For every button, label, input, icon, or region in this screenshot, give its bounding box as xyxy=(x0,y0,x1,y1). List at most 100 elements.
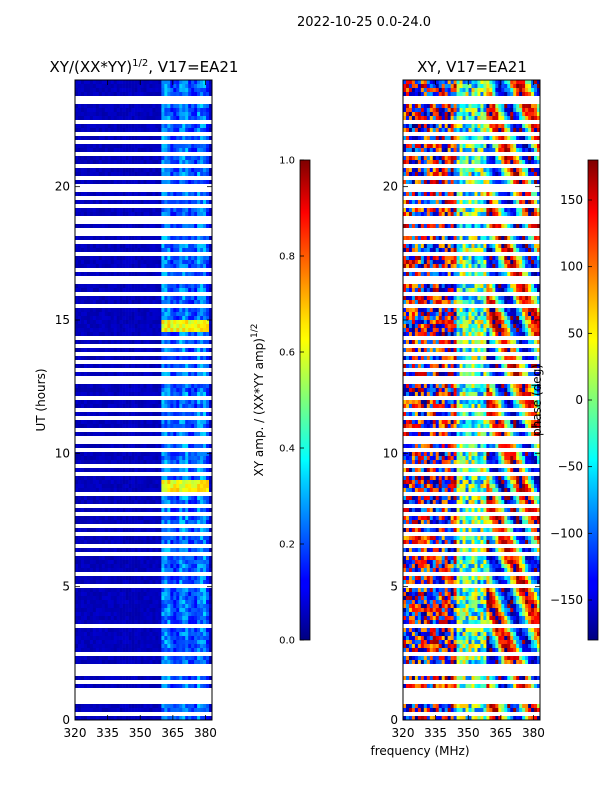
amplitude-cell xyxy=(197,232,201,237)
amplitude-cell xyxy=(176,256,180,261)
amplitude-cell xyxy=(167,208,171,213)
amplitude-cell xyxy=(128,208,132,213)
amplitude-cell xyxy=(167,428,171,433)
amplitude-cell xyxy=(197,500,201,505)
amplitude-cell xyxy=(83,192,88,197)
amplitude-cell xyxy=(119,152,123,157)
amplitude-cell xyxy=(191,496,195,501)
amplitude-cell xyxy=(125,140,129,145)
amplitude-cell xyxy=(134,200,138,205)
amplitude-cell xyxy=(188,288,192,293)
amplitude-cell xyxy=(137,80,141,85)
amplitude-cell xyxy=(182,372,186,377)
amplitude-cell xyxy=(86,372,91,377)
amplitude-cell xyxy=(143,316,147,321)
amplitude-cell xyxy=(125,80,129,85)
amplitude-cell xyxy=(197,136,201,141)
amplitude-cell xyxy=(182,140,186,145)
amplitude-cell xyxy=(203,316,207,321)
amplitude-cell xyxy=(194,176,198,181)
amplitude-cell xyxy=(134,216,138,221)
amplitude-cell xyxy=(206,240,210,245)
amplitude-cell xyxy=(191,380,195,385)
amplitude-cell xyxy=(203,156,207,161)
amplitude-cell xyxy=(116,420,120,425)
amplitude-cell xyxy=(170,488,174,493)
amplitude-cell xyxy=(80,88,85,93)
amplitude-cell xyxy=(185,392,189,397)
amplitude-cell xyxy=(122,376,126,381)
amplitude-cell xyxy=(92,412,97,417)
amplitude-cell xyxy=(200,188,204,193)
amplitude-cell xyxy=(185,500,189,505)
amplitude-cell xyxy=(131,300,135,305)
amplitude-cell xyxy=(95,328,100,333)
amplitude-cell xyxy=(167,412,171,417)
amplitude-cell xyxy=(200,96,204,101)
amplitude-cell xyxy=(179,464,183,469)
amplitude-cell xyxy=(200,484,204,489)
amplitude-cell xyxy=(155,376,159,381)
amplitude-cell xyxy=(101,396,106,401)
amplitude-cell xyxy=(209,304,212,309)
amplitude-cell xyxy=(200,376,204,381)
amplitude-cell xyxy=(179,196,183,201)
amplitude-cell xyxy=(179,276,183,281)
amplitude-cell xyxy=(173,276,177,281)
amplitude-cell xyxy=(143,324,147,329)
amplitude-cell xyxy=(197,400,201,405)
amplitude-cell xyxy=(140,424,144,429)
amplitude-cell xyxy=(80,200,85,205)
amplitude-cell xyxy=(119,368,123,373)
amplitude-cell xyxy=(146,200,150,205)
amplitude-cell xyxy=(167,336,171,341)
amplitude-cell xyxy=(122,424,126,429)
amplitude-cell xyxy=(167,248,171,253)
amplitude-cell xyxy=(206,304,210,309)
amplitude-cell xyxy=(119,324,123,329)
amplitude-cell xyxy=(128,156,132,161)
amplitude-cell xyxy=(83,84,88,89)
amplitude-cell xyxy=(176,144,180,149)
amplitude-cell xyxy=(80,172,85,177)
amplitude-cell xyxy=(188,372,192,377)
amplitude-cell xyxy=(140,112,144,117)
amplitude-cell xyxy=(122,208,126,213)
amplitude-cell xyxy=(89,472,94,477)
amplitude-cell xyxy=(104,488,109,493)
amplitude-cell xyxy=(95,400,100,405)
amplitude-cell xyxy=(89,168,94,173)
amplitude-cell xyxy=(206,480,210,485)
amplitude-cell xyxy=(155,492,159,497)
amplitude-cell xyxy=(134,512,138,517)
amplitude-cell xyxy=(143,368,147,373)
amplitude-cell xyxy=(92,504,97,509)
amplitude-cell xyxy=(149,92,153,97)
amplitude-cell xyxy=(155,480,159,485)
amplitude-cell xyxy=(170,360,174,365)
amplitude-cell xyxy=(98,252,103,257)
amplitude-cell xyxy=(77,316,82,321)
amplitude-cell xyxy=(116,460,120,465)
amplitude-cell xyxy=(122,476,126,481)
amplitude-cell xyxy=(119,456,123,461)
amplitude-cell xyxy=(188,136,192,141)
amplitude-cell xyxy=(83,408,88,413)
amplitude-cell xyxy=(206,180,210,185)
amplitude-cell xyxy=(77,432,82,437)
amplitude-cell xyxy=(155,200,159,205)
amplitude-cell xyxy=(134,236,138,241)
amplitude-cell xyxy=(119,508,123,513)
amplitude-cell xyxy=(182,240,186,245)
amplitude-cell xyxy=(77,480,82,485)
amplitude-cell xyxy=(89,192,94,197)
amplitude-cell xyxy=(104,400,109,405)
amplitude-cell xyxy=(125,460,129,465)
amplitude-cell xyxy=(131,148,135,153)
amplitude-cell xyxy=(185,312,189,317)
amplitude-cell xyxy=(194,300,198,305)
amplitude-cell xyxy=(77,296,82,301)
amplitude-cell xyxy=(191,224,195,229)
amplitude-cell xyxy=(170,116,174,121)
amplitude-cell xyxy=(104,440,109,445)
